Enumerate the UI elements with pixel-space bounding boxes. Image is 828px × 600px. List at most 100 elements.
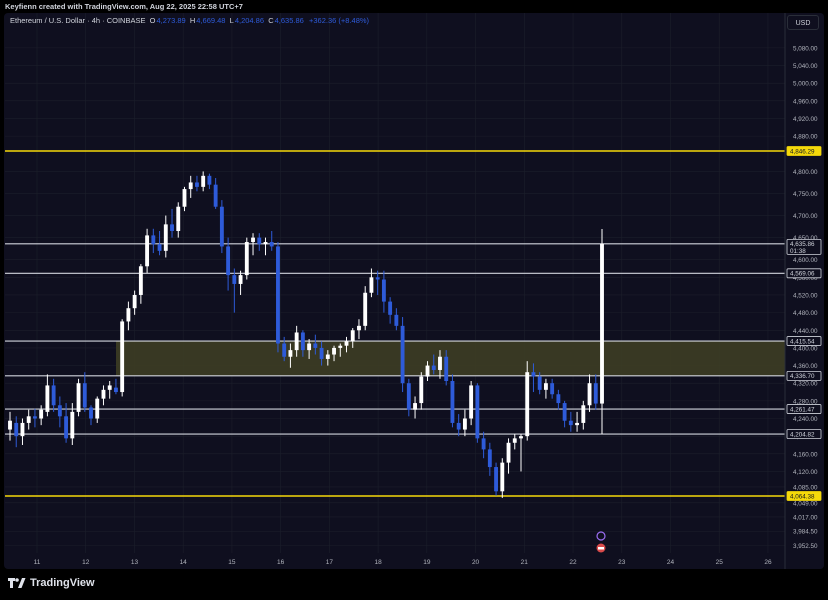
candle-up <box>294 332 299 351</box>
chart-panel[interactable]: 5,080.00 5,040.00 5,000.00 4,960.00 4,920.00… <box>4 13 824 569</box>
candle-up <box>581 405 586 423</box>
candle-down <box>400 325 405 384</box>
candle-down <box>568 420 573 426</box>
candle-down <box>394 314 399 326</box>
time-tick-label: 11 <box>34 559 41 566</box>
candle-down <box>319 347 324 359</box>
currency-button[interactable]: USD <box>787 15 819 30</box>
price-tick-label: 4,960.00 <box>793 98 818 105</box>
attribution-text: Keyfienn created with TradingView.com, A… <box>5 2 243 11</box>
candle-up <box>176 206 181 231</box>
candle-up <box>338 345 343 348</box>
candle-down <box>219 206 224 247</box>
price-chart[interactable]: 5,080.00 5,040.00 5,000.00 4,960.00 4,920.00… <box>4 13 824 569</box>
candle-up <box>120 321 125 393</box>
candle-down <box>375 277 380 280</box>
candle-up <box>369 277 374 293</box>
candle-up <box>163 224 168 251</box>
candle-down <box>226 246 231 276</box>
price-tick-label: 3,984.50 <box>793 529 818 536</box>
event-marker-icon <box>596 531 606 541</box>
candle-up <box>95 398 100 419</box>
candle-down <box>381 279 386 302</box>
candle-down <box>456 422 461 430</box>
level-label: 4,846.29 <box>790 148 815 155</box>
candle-up <box>20 422 25 437</box>
level-label-box <box>786 336 822 346</box>
candle-down <box>14 422 19 437</box>
candle-up <box>307 343 312 351</box>
candle-up <box>413 403 417 410</box>
candle-down <box>269 242 274 247</box>
time-tick-label: 15 <box>228 559 236 566</box>
open-value: 4,273.89 <box>156 16 186 25</box>
time-tick-label: 22 <box>569 559 577 566</box>
candle-down <box>89 407 93 419</box>
price-tick-label: 4,360.00 <box>793 363 818 370</box>
candle-down <box>57 405 62 417</box>
price-tick-label: 4,320.00 <box>793 381 818 388</box>
candle-up <box>201 175 206 187</box>
candle-down <box>444 356 449 382</box>
candle-up <box>525 372 530 437</box>
candle-down <box>313 343 318 348</box>
price-tick-label: 4,160.00 <box>793 451 818 458</box>
candle-down <box>151 235 156 245</box>
candle-up <box>325 354 330 359</box>
close-value: 4,635.86 <box>274 16 304 25</box>
price-tick-label: 5,000.00 <box>793 81 818 88</box>
candle-up <box>332 347 336 355</box>
time-tick-label: 26 <box>764 559 772 566</box>
candle-up <box>39 409 44 419</box>
candle-up <box>575 422 580 426</box>
candle-up <box>101 389 106 399</box>
close-label: C <box>268 16 274 25</box>
candle-up <box>145 235 150 267</box>
candle-down <box>170 224 174 231</box>
time-tick-label: 16 <box>277 559 285 566</box>
price-tick-label: 4,440.00 <box>793 328 818 335</box>
candle-up <box>357 325 361 331</box>
candle-up <box>70 411 75 439</box>
price-tick-label: 4,280.00 <box>793 398 818 405</box>
tradingview-logo[interactable]: TradingView <box>8 577 95 589</box>
candle-up <box>587 383 592 406</box>
candle-up <box>350 330 355 342</box>
open-label: O <box>149 16 156 25</box>
level-label: 4,204.82 <box>790 431 815 438</box>
time-tick-label: 19 <box>423 559 431 566</box>
candle-up <box>244 242 249 276</box>
candle-up <box>182 189 187 207</box>
price-tick-label: 4,920.00 <box>793 116 818 123</box>
level-sublabel: 01:38 <box>790 248 806 255</box>
candle-up <box>76 383 81 412</box>
time-tick-label: 20 <box>472 559 480 566</box>
candle-up <box>132 294 137 309</box>
level-label: 4,336.70 <box>790 373 815 380</box>
high-value: 4,669.48 <box>196 16 226 25</box>
price-tick-label: 4,600.00 <box>793 257 818 264</box>
candle-down <box>537 376 542 390</box>
candle-down <box>388 301 393 315</box>
level-label: 4,415.54 <box>790 338 815 345</box>
candle-down <box>32 416 37 419</box>
level-label-box <box>786 146 822 156</box>
candle-down <box>494 467 498 492</box>
candle-down <box>82 383 87 408</box>
candle-down <box>531 372 536 377</box>
candle-down <box>300 332 305 351</box>
candle-down <box>593 383 598 404</box>
candle-down <box>556 394 561 404</box>
price-tick-label: 4,700.00 <box>793 213 818 220</box>
level-label-box <box>786 268 822 279</box>
candle-down <box>475 385 480 439</box>
price-tick-label: 4,049.00 <box>793 500 818 507</box>
candle-down <box>257 237 262 245</box>
change-value: +362.36 (+8.48%) <box>309 16 370 25</box>
candle-up <box>188 182 193 190</box>
symbol-legend: Ethereum / U.S. Dollar · 4h · COINBASE O… <box>10 16 369 25</box>
candle-up <box>500 462 505 492</box>
symbol-title: Ethereum / U.S. Dollar · 4h · COINBASE <box>10 16 146 25</box>
tradingview-icon <box>8 578 26 588</box>
